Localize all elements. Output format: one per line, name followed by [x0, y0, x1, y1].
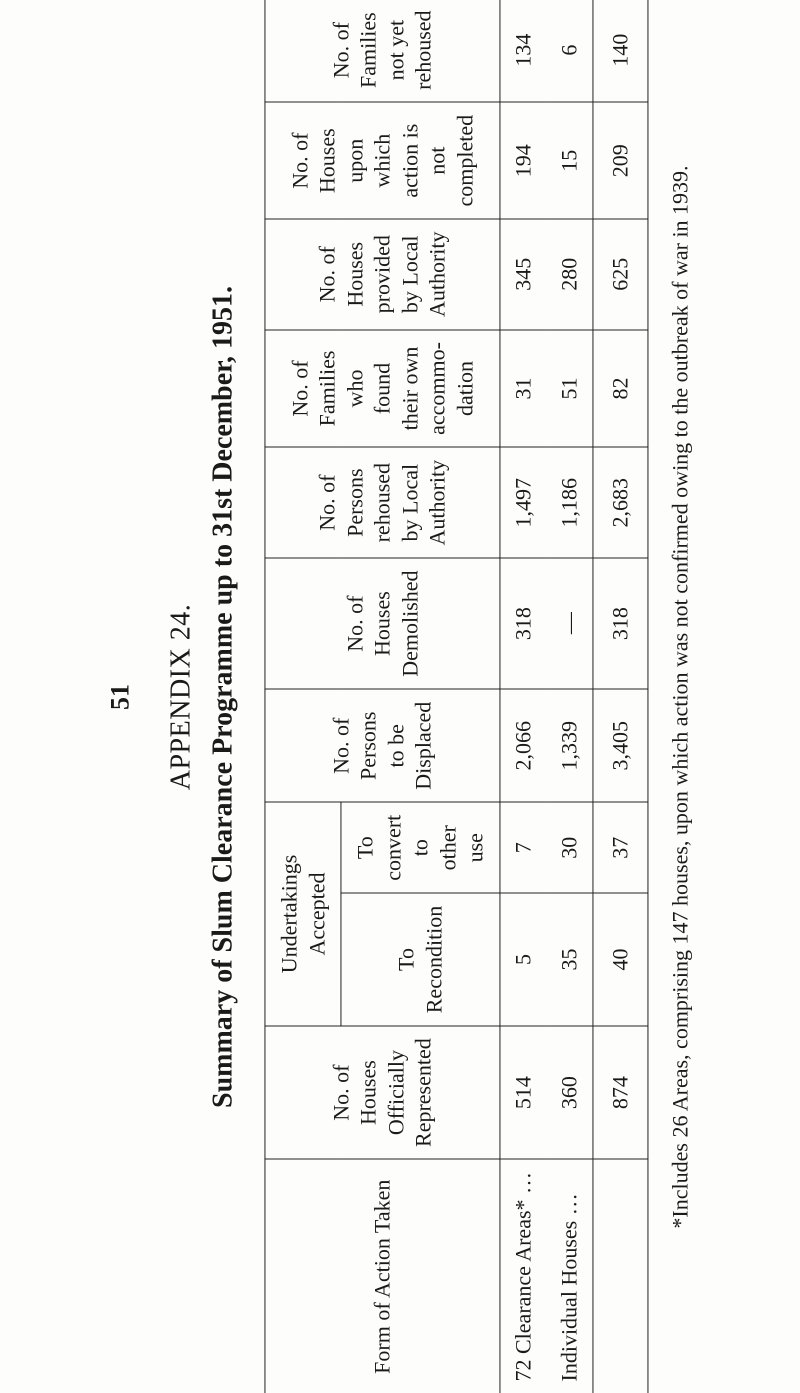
- col-not-yet-rehoused: No. of Families not yet rehoused: [265, 0, 500, 102]
- col-found-own: No. of Families who found their own acco…: [265, 329, 500, 447]
- row-label: Individual Houses …: [546, 1159, 593, 1393]
- cell: 194: [499, 102, 546, 219]
- cell: 5: [499, 893, 546, 1026]
- table-row: 72 Clearance Areas* … 514 5 7 2,066 318 …: [499, 0, 546, 1393]
- cell: 31: [499, 329, 546, 447]
- row-label: [592, 1159, 647, 1393]
- rotated-content: 51 APPENDIX 24. Summary of Slum Clearanc…: [105, 0, 694, 1393]
- cell: 51: [546, 329, 593, 447]
- summary-table: Form of Action Taken No. of Houses Offic…: [264, 0, 648, 1393]
- cell: 318: [499, 557, 546, 688]
- page-number: 51: [105, 0, 135, 1393]
- cell: 2,066: [499, 689, 546, 802]
- col-recondition: To Recondition: [341, 893, 500, 1026]
- cell: 1,497: [499, 447, 546, 558]
- cell: 280: [546, 219, 593, 330]
- table-row-totals: 874 40 37 3,405 318 2,683 82 625 209 140: [592, 0, 647, 1393]
- cell: 35: [546, 893, 593, 1026]
- cell: 1,339: [546, 689, 593, 802]
- cell: 874: [592, 1025, 647, 1159]
- table-row: Individual Houses … 360 35 30 1,339 — 1,…: [546, 0, 593, 1393]
- cell: 40: [592, 893, 647, 1026]
- appendix-label: APPENDIX 24.: [165, 0, 197, 1393]
- footnote: *Includes 26 Areas, comprising 147 house…: [666, 147, 695, 1247]
- cell: 30: [546, 802, 593, 893]
- cell: 625: [592, 219, 647, 330]
- cell: 6: [546, 0, 593, 102]
- cell: 514: [499, 1025, 546, 1159]
- cell: 3,405: [592, 689, 647, 802]
- cell: 37: [592, 802, 647, 893]
- col-demolished: No. of Houses Demolished: [265, 557, 500, 688]
- cell: 7: [499, 802, 546, 893]
- cell: 82: [592, 329, 647, 447]
- row-label: 72 Clearance Areas* …: [499, 1159, 546, 1393]
- col-officially-represented: No. of Houses Officially Represented: [265, 1025, 500, 1159]
- col-form: Form of Action Taken: [265, 1159, 500, 1393]
- page: 51 APPENDIX 24. Summary of Slum Clearanc…: [0, 0, 800, 1393]
- col-group-undertakings: Undertakings Accepted: [265, 802, 341, 1026]
- cell: 318: [592, 557, 647, 688]
- cell: —: [546, 557, 593, 688]
- cell: 140: [592, 0, 647, 102]
- cell: 345: [499, 219, 546, 330]
- cell: 15: [546, 102, 593, 219]
- cell: 209: [592, 102, 647, 219]
- table-header-row-group: Form of Action Taken No. of Houses Offic…: [265, 0, 341, 1393]
- col-action-not-completed: No. of Houses upon which action is not c…: [265, 102, 500, 219]
- col-convert: To convert to other use: [341, 802, 500, 893]
- cell: 2,683: [592, 447, 647, 558]
- cell: 1,186: [546, 447, 593, 558]
- document-title: Summary of Slum Clearance Programme up t…: [207, 0, 239, 1393]
- col-rehoused-persons: No. of Persons rehoused by Local Authori…: [265, 447, 500, 558]
- cell: 134: [499, 0, 546, 102]
- cell: 360: [546, 1025, 593, 1159]
- col-displaced: No. of Persons to be Displaced: [265, 689, 500, 802]
- col-houses-provided: No. of Houses provided by Local Authorit…: [265, 219, 500, 330]
